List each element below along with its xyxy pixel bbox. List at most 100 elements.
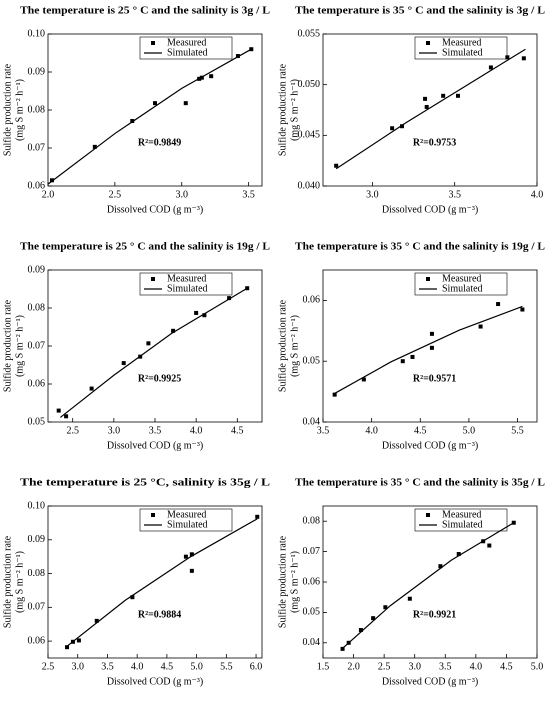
data-point xyxy=(488,65,493,70)
y-tick-label: 0.055 xyxy=(298,28,321,39)
data-point xyxy=(76,638,81,643)
data-point xyxy=(520,307,525,312)
legend-box xyxy=(414,36,508,60)
data-point xyxy=(478,324,483,329)
y-tick-label: 0.06 xyxy=(303,576,321,587)
data-point xyxy=(171,328,176,333)
x-tick-label: 4.5 xyxy=(161,661,174,672)
data-point xyxy=(183,554,188,559)
fit-line xyxy=(340,522,515,650)
data-point xyxy=(202,313,207,318)
x-tick-label: 4.0 xyxy=(531,189,544,200)
annotation: R²=0.9571 xyxy=(413,374,456,385)
panel: The temperature is 25 ° C and the salini… xyxy=(2,241,270,451)
data-point xyxy=(56,408,61,413)
x-tick-label: 4.0 xyxy=(365,425,378,436)
y-tick-label: 0.08 xyxy=(303,515,321,526)
y-tick-label: 0.05 xyxy=(303,355,321,366)
panel: The temperature is 35 ° C and the salini… xyxy=(277,241,545,451)
y-tick-label: 0.07 xyxy=(28,340,46,351)
data-point xyxy=(183,101,188,106)
data-point xyxy=(130,119,135,124)
x-tick-label: 3.5 xyxy=(317,425,330,436)
plot-frame xyxy=(322,33,538,187)
x-axis-label: Dissolved COD (g m⁻³) xyxy=(382,204,478,215)
data-point xyxy=(65,645,70,650)
x-tick-label: 4.5 xyxy=(500,661,513,672)
data-point xyxy=(332,392,337,397)
data-point xyxy=(361,377,366,382)
x-tick-label: 5.0 xyxy=(463,425,476,436)
data-point xyxy=(89,386,94,391)
data-point xyxy=(146,341,151,346)
x-tick-label: 3.0 xyxy=(176,189,189,200)
plot-frame xyxy=(322,269,538,423)
x-tick-label: 3.5 xyxy=(439,661,452,672)
data-point xyxy=(410,354,415,359)
legend-marker xyxy=(151,513,155,517)
data-point xyxy=(227,296,232,301)
x-tick-label: 2.5 xyxy=(66,425,79,436)
annotation: R²=0.9925 xyxy=(138,374,181,385)
x-tick-label: 4.5 xyxy=(231,425,244,436)
legend-label: Simulated xyxy=(167,519,208,530)
legend-label: Simulated xyxy=(442,519,483,530)
x-tick-label: 4.0 xyxy=(190,425,203,436)
y-tick-label: 0.07 xyxy=(28,602,46,613)
data-point xyxy=(423,96,428,101)
data-point xyxy=(50,178,55,183)
y-axis-label: Sulfide production rate xyxy=(277,535,288,628)
data-point xyxy=(383,605,388,610)
y-tick-label: 0.06 xyxy=(28,378,46,389)
data-point xyxy=(189,568,194,573)
panel-title: The temperature is 25 °C, salinity is 35… xyxy=(20,477,270,488)
data-point xyxy=(194,310,199,315)
fit-line xyxy=(335,48,526,170)
y-axis-label: (mg S m⁻² h⁻¹) xyxy=(289,315,300,377)
x-tick-label: 3.5 xyxy=(448,189,461,200)
x-tick-label: 4.5 xyxy=(414,425,427,436)
data-point xyxy=(424,104,429,109)
fit-line xyxy=(334,305,523,394)
y-tick-label: 0.045 xyxy=(298,130,321,141)
x-tick-label: 4.0 xyxy=(470,661,483,672)
y-axis-label: Sulfide production rate xyxy=(277,63,288,156)
x-tick-label: 5.0 xyxy=(531,661,544,672)
data-point xyxy=(209,74,214,79)
x-tick-label: 2.5 xyxy=(378,661,391,672)
y-tick-label: 0.09 xyxy=(28,66,46,77)
legend-box xyxy=(139,36,233,60)
data-point xyxy=(371,616,376,621)
x-axis-label: Dissolved COD (g m⁻³) xyxy=(382,676,478,687)
data-point xyxy=(429,345,434,350)
y-axis-label: Sulfide production rate xyxy=(277,299,288,392)
plot-frame xyxy=(47,505,263,659)
annotation: R²=0.9921 xyxy=(413,610,456,621)
x-tick-label: 4.0 xyxy=(131,661,144,672)
x-tick-label: 3.0 xyxy=(71,661,84,672)
x-tick-label: 5.0 xyxy=(190,661,203,672)
y-tick-label: 0.04 xyxy=(303,416,321,427)
data-point xyxy=(64,414,69,419)
legend-label: Simulated xyxy=(167,47,208,58)
y-tick-label: 0.07 xyxy=(28,142,46,153)
legend-marker xyxy=(426,41,430,45)
legend-label: Measured xyxy=(442,509,481,520)
legend-marker xyxy=(151,41,155,45)
y-tick-label: 0.08 xyxy=(28,568,46,579)
x-tick-label: 2.0 xyxy=(42,189,55,200)
data-point xyxy=(521,56,526,61)
x-tick-label: 3.0 xyxy=(408,661,421,672)
data-point xyxy=(496,302,501,307)
y-axis-label: Sulfide production rate xyxy=(2,299,13,392)
y-axis-label: Sulfide production rate xyxy=(2,535,13,628)
x-tick-label: 6.0 xyxy=(250,661,263,672)
y-tick-label: 0.06 xyxy=(303,295,321,306)
y-axis-label: Sulfide production rate xyxy=(2,63,13,156)
y-tick-label: 0.09 xyxy=(28,534,46,545)
data-point xyxy=(429,331,434,336)
y-tick-label: 0.050 xyxy=(298,79,321,90)
x-tick-label: 3.0 xyxy=(108,425,121,436)
